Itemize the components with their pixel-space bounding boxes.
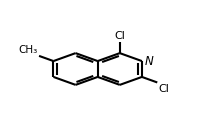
Text: N: N [145, 55, 154, 68]
Text: CH₃: CH₃ [18, 45, 37, 55]
Text: Cl: Cl [158, 83, 169, 94]
Text: Cl: Cl [114, 31, 125, 41]
